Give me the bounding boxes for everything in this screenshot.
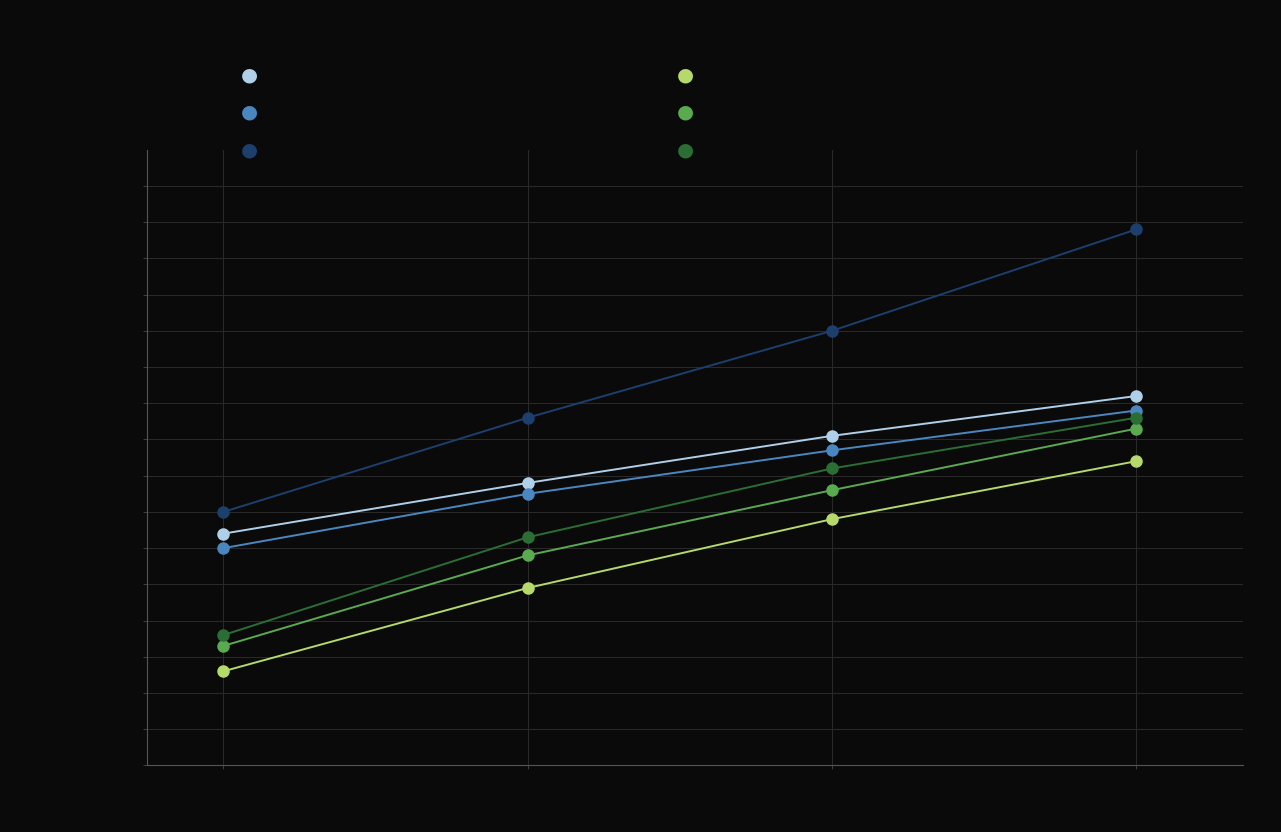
Text: ●: ● — [241, 66, 259, 84]
Text: ●: ● — [676, 103, 694, 121]
Text: ●: ● — [241, 103, 259, 121]
Text: ●: ● — [241, 141, 259, 159]
Text: ●: ● — [676, 66, 694, 84]
Text: ●: ● — [676, 141, 694, 159]
